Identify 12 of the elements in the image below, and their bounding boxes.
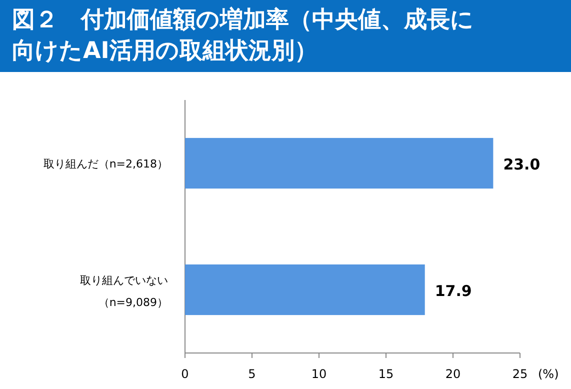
y-tick-label: 取り組んでいない（n=9,089） xyxy=(80,274,168,309)
x-tick-label: 0 xyxy=(181,367,189,381)
y-tick-label: 取り組んだ（n=2,618） xyxy=(43,157,168,170)
data-label: 23.0 xyxy=(503,155,540,174)
x-axis-title: (%) xyxy=(538,367,559,381)
x-tick-label: 25 xyxy=(512,367,528,381)
chart-title: 図２ 付加価値額の増加率（中央値、成長に向けたAI活用の取組状況別） xyxy=(0,0,571,72)
data-label: 17.9 xyxy=(434,282,472,300)
x-tick-label: 5 xyxy=(248,367,256,381)
x-tick-label: 15 xyxy=(378,367,394,381)
x-tick-label: 10 xyxy=(311,367,327,381)
x-tick-label: 20 xyxy=(445,367,461,381)
